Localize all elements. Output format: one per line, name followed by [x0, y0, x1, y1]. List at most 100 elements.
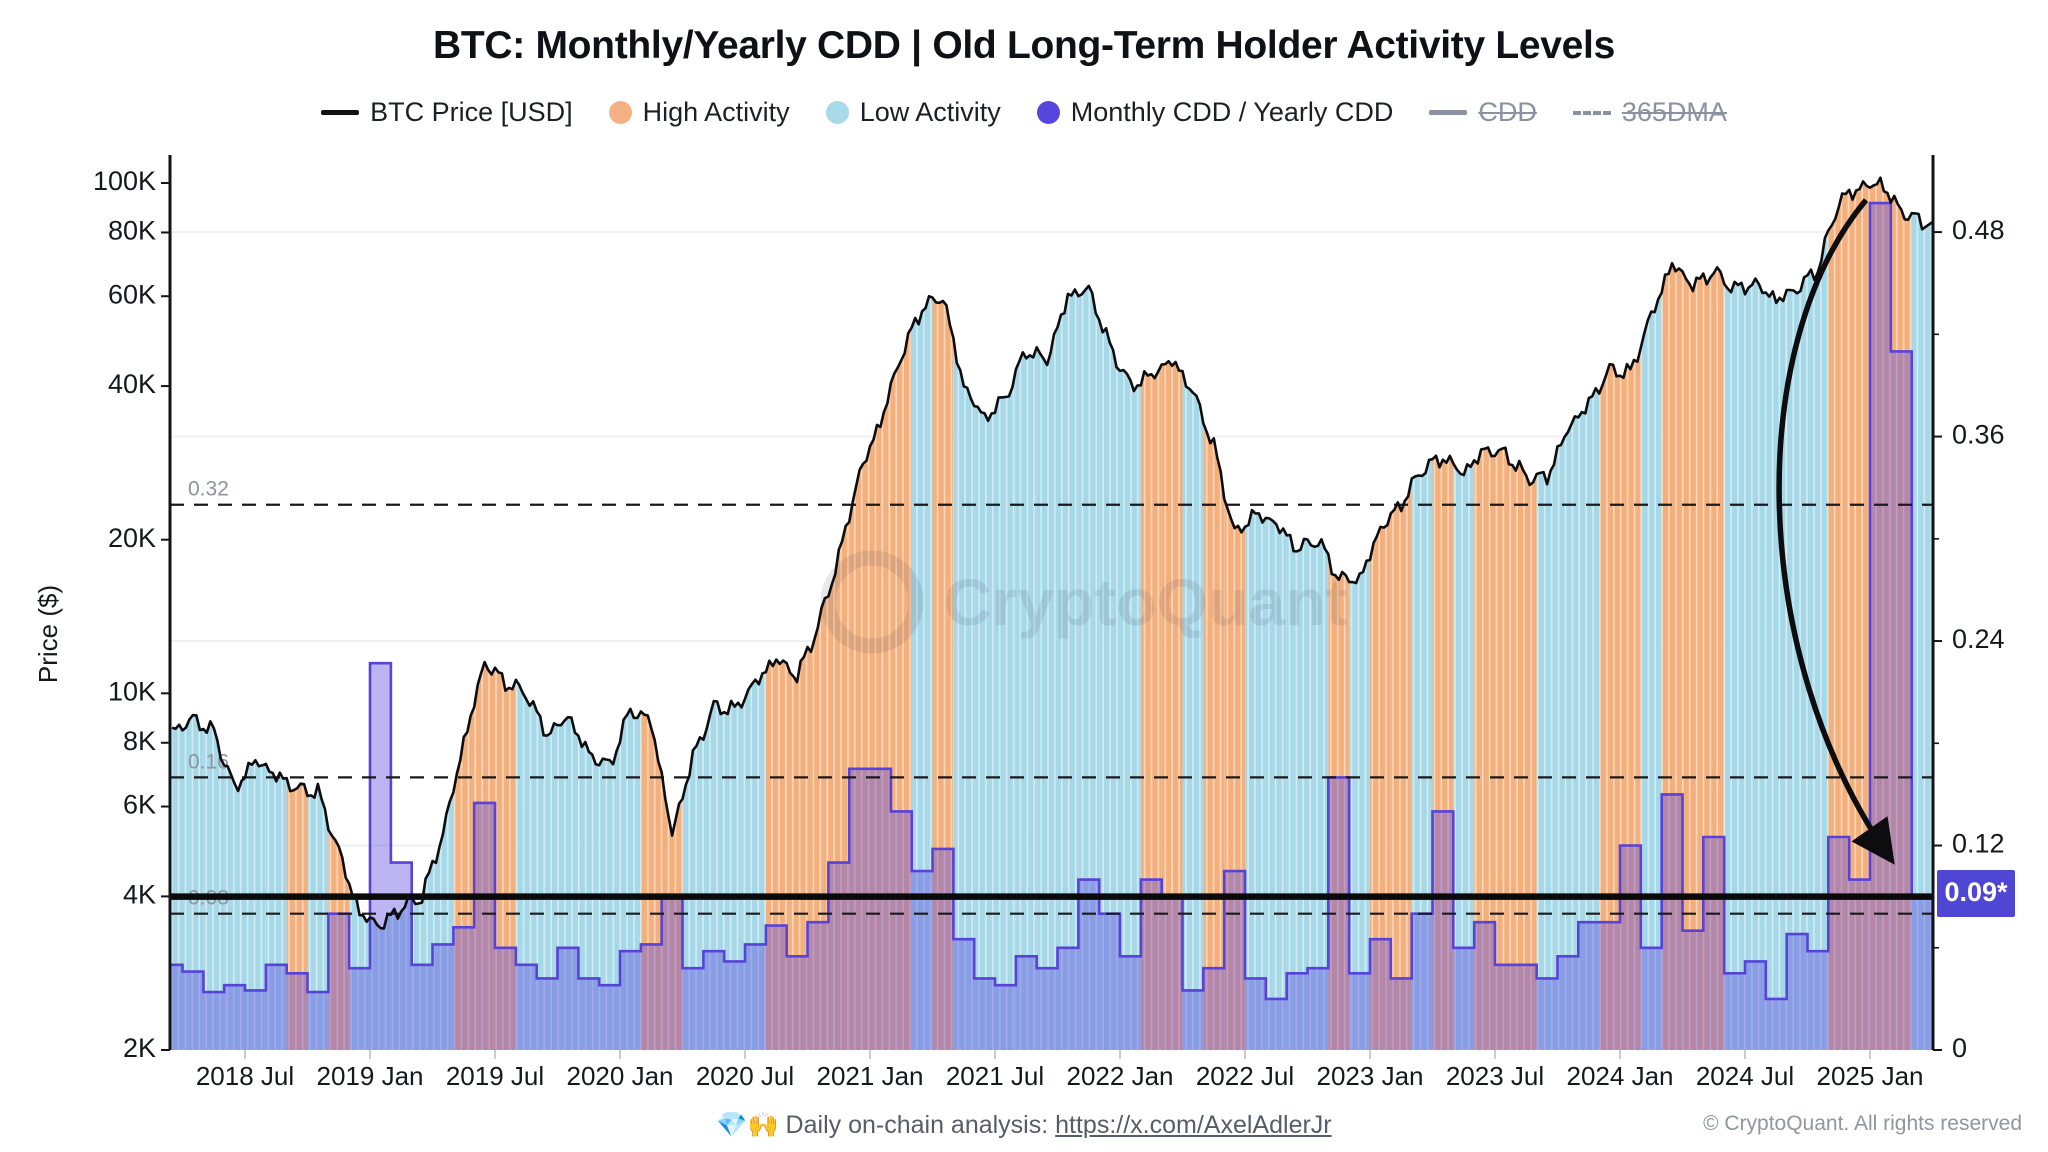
low-activity-band-2019-11 [578, 177, 600, 1050]
x-tick-label: 2021 Jan [817, 1061, 924, 1091]
copyright: © CryptoQuant. All rights reserved [1703, 1112, 2022, 1135]
low-activity-band-2022-12 [1349, 177, 1370, 1050]
footer-note-text: 💎🙌 Daily on-chain analysis: [716, 1111, 1056, 1139]
high-activity-band-2020-08 [765, 177, 787, 1050]
legend-item-btc-price[interactable]: BTC Price [USD] [321, 97, 573, 128]
low-activity-band-2018-04 [182, 177, 204, 1050]
legend-label: Monthly CDD / Yearly CDD [1070, 97, 1394, 127]
x-tick-label: 2024 Jan [1567, 1061, 1674, 1091]
high-activity-band-2023-02 [1390, 177, 1412, 1050]
x-tick-label: 2018 Jul [196, 1061, 294, 1091]
low-activity-band-2019-09 [536, 177, 558, 1050]
footer-link[interactable]: https://x.com/AxelAdlerJr [1055, 1111, 1332, 1139]
high-activity-band-2023-12 [1599, 177, 1620, 1050]
high-activity-band-2024-11 [1828, 177, 1850, 1050]
low-activity-band-2021-09 [1036, 177, 1058, 1050]
x-tick-label: 2023 Jul [1446, 1061, 1544, 1091]
low-activity-band-2019-04 [432, 177, 454, 1050]
low-activity-band-2021-11 [1078, 177, 1100, 1050]
legend-item-low-activity[interactable]: Low Activity [825, 97, 1001, 128]
low-activity-band-2024-08 [1765, 177, 1787, 1050]
low-activity-band-2023-09 [1536, 177, 1558, 1050]
low-activity-band-2021-10 [1057, 177, 1079, 1050]
legend-line-icon [1429, 110, 1468, 115]
legend-dashed-line-icon [1572, 110, 1611, 115]
low-activity-band-2018-10 [307, 177, 329, 1050]
low-activity-band-2024-02 [1640, 177, 1662, 1050]
low-activity-band-2024-06 [1724, 177, 1745, 1050]
low-activity-band-2023-05 [1453, 177, 1475, 1050]
low-activity-band-2023-10 [1557, 177, 1579, 1050]
high-activity-band-2024-05 [1703, 177, 1725, 1050]
x-tick-label: 2025 Jan [1817, 1061, 1924, 1091]
legend-line-icon [321, 110, 360, 115]
high-activity-band-2022-02 [1140, 177, 1162, 1050]
y-left-tick-label: 6K [123, 790, 156, 820]
reference-lines: 0.320.160.08 [170, 478, 1933, 915]
y-right-tick-label: 0.24 [1952, 624, 2005, 654]
low-activity-band-2020-07 [745, 177, 766, 1050]
low-activity-band-2018-08 [265, 177, 287, 1050]
high-activity-band-2023-08 [1515, 177, 1537, 1050]
high-activity-band-2020-09 [786, 177, 808, 1050]
low-activity-band-2021-03 [911, 177, 933, 1050]
y-left-axis-title: Price ($) [33, 585, 63, 683]
low-activity-band-2022-01 [1120, 177, 1141, 1050]
high-activity-band-2024-04 [1682, 177, 1704, 1050]
y-left-tick-label: 10K [108, 676, 156, 706]
legend-item-365dma[interactable]: 365DMA [1572, 97, 1727, 128]
low-activity-band-2018-05 [203, 177, 225, 1050]
low-activity-band-2018-12 [349, 177, 370, 1050]
axes: 100K 80K 60K 40K 20K 10K 8K 6K 4K 2K Price ($) 0.48… [33, 155, 2005, 1091]
high-activity-band-2019-07 [495, 177, 516, 1050]
high-activity-band-2021-04 [932, 177, 954, 1050]
low-activity-band-2019-03 [411, 177, 433, 1050]
x-tick-label: 2020 Jul [696, 1061, 794, 1091]
low-activity-band-2025-03 [1911, 177, 1933, 1050]
high-activity-band-2022-03 [1161, 177, 1183, 1050]
current-value-badge: 0.09* [1937, 870, 2015, 917]
x-tick-label: 2020 Jan [567, 1061, 674, 1091]
low-activity-band-2018-07 [245, 177, 266, 1050]
x-tick-label: 2019 Jul [446, 1061, 544, 1091]
low-activity-band-2019-08 [515, 177, 537, 1050]
y-right-tick-label: 0.36 [1952, 420, 2005, 450]
high-activity-band-2024-03 [1661, 177, 1683, 1050]
legend-item-high-activity[interactable]: High Activity [608, 97, 790, 128]
y-left-tick-label: 4K [123, 880, 156, 910]
y-left-tick-label: 40K [108, 369, 156, 399]
x-tick-label: 2023 Jan [1317, 1061, 1424, 1091]
monthly-cdd-bars-outline [170, 201, 1933, 1050]
legend-dot-icon [825, 101, 849, 124]
y-left-tick-label: 60K [108, 279, 156, 309]
low-activity-band-2024-07 [1745, 177, 1766, 1050]
high-activity-band-2023-01 [1370, 177, 1391, 1050]
y-left-tick-label: 20K [108, 523, 156, 553]
high-activity-band-2018-09 [286, 177, 308, 1050]
low-activity-band-2020-01 [620, 177, 641, 1050]
legend-label: High Activity [642, 97, 790, 127]
legend-item-monthly-cdd[interactable]: Monthly CDD / Yearly CDD [1036, 97, 1394, 128]
high-activity-band-2023-07 [1495, 177, 1516, 1050]
low-activity-band-2024-09 [1786, 177, 1808, 1050]
high-activity-band-2024-01 [1620, 177, 1641, 1050]
y-left-tick-label: 100K [93, 166, 156, 196]
cryptoquant-watermark: CryptoQuant [820, 550, 1347, 654]
monthly-cdd-bars [170, 203, 1933, 1050]
legend: BTC Price [USD] High Activity Low Activity… [0, 97, 2048, 128]
footer-note: 💎🙌 Daily on-chain analysis: https://x.co… [0, 1111, 2048, 1140]
x-tick-label: 2019 Jan [317, 1061, 424, 1091]
low-activity-band-2023-11 [1578, 177, 1600, 1050]
x-tick-label: 2024 Jul [1696, 1061, 1794, 1091]
high-activity-band-2020-02 [640, 177, 662, 1050]
legend-label: 365DMA [1621, 97, 1727, 127]
legend-item-cdd[interactable]: CDD [1429, 97, 1537, 128]
y-right-tick-label: 0.12 [1952, 829, 2005, 859]
low-activity-band-2018-06 [224, 177, 245, 1050]
btc-price-line [171, 176, 1933, 930]
x-tick-label: 2021 Jul [946, 1061, 1044, 1091]
svg-text:CryptoQuant: CryptoQuant [944, 565, 1347, 639]
low-activity-band-2019-10 [557, 177, 579, 1050]
chart-title: BTC: Monthly/Yearly CDD | Old Long-Term … [433, 24, 1615, 67]
